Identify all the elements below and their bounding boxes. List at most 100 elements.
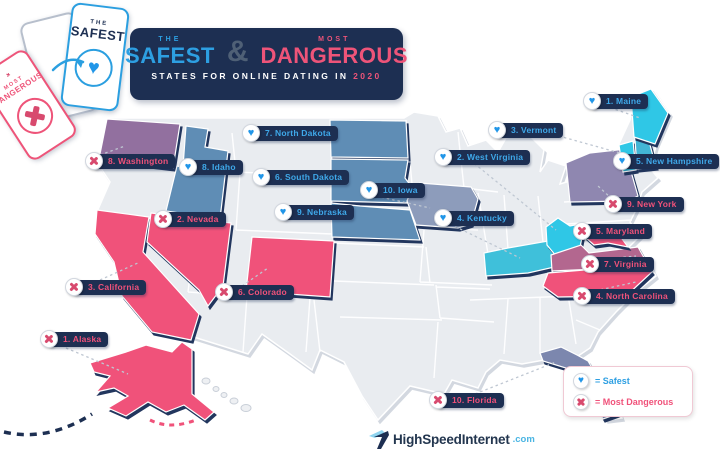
pill-background: [442, 210, 514, 226]
map-label-west-virginia: ♥ 2. West Virginia: [434, 148, 531, 166]
pill-background: [260, 169, 350, 185]
pill-label: 2. West Virginia: [457, 152, 524, 162]
map-label-vermont: ♥ 3. Vermont: [488, 121, 564, 139]
pill-background: [187, 159, 243, 175]
pill-label: 1. Alaska: [63, 334, 102, 344]
x-icon: [154, 210, 172, 228]
x-icon: [85, 152, 103, 170]
heart-icon: ♥: [274, 203, 292, 221]
map-label-washington: 8. Washington: [85, 152, 176, 170]
pill-background: [589, 256, 654, 272]
pill-label: 8. Idaho: [202, 162, 236, 172]
pill-background: [250, 125, 338, 141]
x-icon: [604, 195, 622, 213]
brand-tld: .com: [512, 433, 535, 445]
x-icon: [581, 255, 599, 273]
x-icon: [429, 391, 447, 409]
label-connectors: [65, 103, 653, 397]
state-california: [94, 209, 200, 341]
heart-icon: ♥: [252, 168, 270, 186]
banner-dangerous: DANGEROUS: [260, 43, 408, 68]
x-icon: [573, 394, 589, 410]
legend-safest-label: = Safest: [595, 376, 630, 386]
brand-name: HighSpeedInternet: [393, 431, 510, 447]
title-banner: THE SAFEST & MOST DANGEROUS STATES FOR O…: [125, 28, 408, 100]
pill-label: 10. Iowa: [383, 185, 418, 195]
pill-label: 4. North Carolina: [596, 291, 668, 301]
x-icon: [215, 283, 233, 301]
pill-background: [496, 122, 564, 138]
x-icon: [65, 278, 83, 296]
brand-logo-icon: [369, 430, 389, 449]
pill-label: 3. Vermont: [511, 125, 557, 135]
pill-background: [73, 279, 147, 295]
heart-icon: ♥: [583, 92, 601, 110]
state-nevada: [146, 212, 232, 308]
aleutian-islands: [3, 412, 93, 437]
heart-icon: ♥: [434, 148, 452, 166]
banner-subtitle-text: STATES FOR ONLINE DATING IN: [151, 71, 349, 81]
legend-dangerous-row: = Most Dangerous: [573, 394, 683, 410]
pill-label: 5. Maryland: [596, 226, 645, 236]
map-label-nebraska: ♥ 9. Nebraska: [274, 203, 354, 221]
x-icon: [573, 287, 591, 305]
pill-label: 9. New York: [627, 199, 677, 209]
pill-background: [591, 93, 649, 109]
pill-label: 3. California: [88, 282, 140, 292]
banner-kicker-most: MOST: [318, 36, 351, 43]
pill-label: 7. Virginia: [604, 259, 647, 269]
heart-icon: ♥: [242, 124, 260, 142]
banner-year: 2020: [353, 71, 382, 81]
map-label-california: 3. California: [65, 278, 147, 296]
map-label-nevada: 2. Nevada: [154, 210, 226, 228]
heart-icon: ♥: [573, 373, 589, 389]
map-label-iowa: ♥ 10. Iowa: [360, 181, 425, 199]
map-label-florida: 10. Florida: [429, 391, 504, 409]
map-label-kentucky: ♥ 4. Kentucky: [434, 209, 514, 227]
banner-subtitle: STATES FOR ONLINE DATING IN 2020: [130, 71, 403, 81]
map-label-maine: ♥ 1. Maine: [583, 92, 649, 110]
map-label-idaho: ♥ 8. Idaho: [179, 158, 243, 176]
banner-safest: SAFEST: [125, 43, 215, 68]
banner-ampersand: &: [226, 34, 249, 68]
map-label-maryland: 5. Maryland: [573, 222, 652, 240]
pill-label: 6. Colorado: [238, 287, 287, 297]
x-icon: [573, 222, 591, 240]
pill-background: [282, 204, 354, 220]
pill-background: [581, 288, 675, 304]
heart-icon: ♥: [360, 181, 378, 199]
pill-background: [48, 331, 109, 347]
heart-icon: ♥: [179, 158, 197, 176]
pill-label: 2. Nevada: [177, 214, 219, 224]
legend: ♥ = Safest = Most Dangerous: [563, 366, 693, 417]
state-colorado: [245, 236, 335, 298]
map-label-colorado: 6. Colorado: [215, 283, 294, 301]
pill-background: [581, 223, 652, 239]
pill-background: [223, 284, 294, 300]
map-label-north-dakota: ♥ 7. North Dakota: [242, 124, 338, 142]
map-label-new-york: 9. New York: [604, 195, 684, 213]
heart-icon: ♥: [488, 121, 506, 139]
map-label-south-dakota: ♥ 6. South Dakota: [252, 168, 350, 186]
x-icon: [40, 330, 58, 348]
map-label-north-carolina: 4. North Carolina: [573, 287, 675, 305]
pill-label: 1. Maine: [606, 96, 642, 106]
pill-background: [621, 153, 720, 169]
pill-background: [612, 196, 684, 212]
pill-background: [93, 153, 176, 169]
pill-background: [442, 149, 531, 165]
curved-arrow-icon: [51, 58, 85, 72]
pill-label: 8. Washington: [108, 156, 169, 166]
pill-label: 6. South Dakota: [275, 172, 343, 182]
pill-label: 4. Kentucky: [457, 213, 507, 223]
alaska-peninsula-islands: [149, 418, 197, 427]
pill-background: [437, 392, 504, 408]
hawaii-islands: [201, 377, 252, 412]
map-label-new-hampshire: ♥ 5. New Hampshire: [613, 152, 720, 170]
pill-background: [368, 182, 425, 198]
pill-label: 10. Florida: [452, 395, 497, 405]
legend-dangerous-label: = Most Dangerous: [595, 397, 674, 407]
map-label-alaska: 1. Alaska: [40, 330, 109, 348]
map-label-virginia: 7. Virginia: [581, 255, 654, 273]
